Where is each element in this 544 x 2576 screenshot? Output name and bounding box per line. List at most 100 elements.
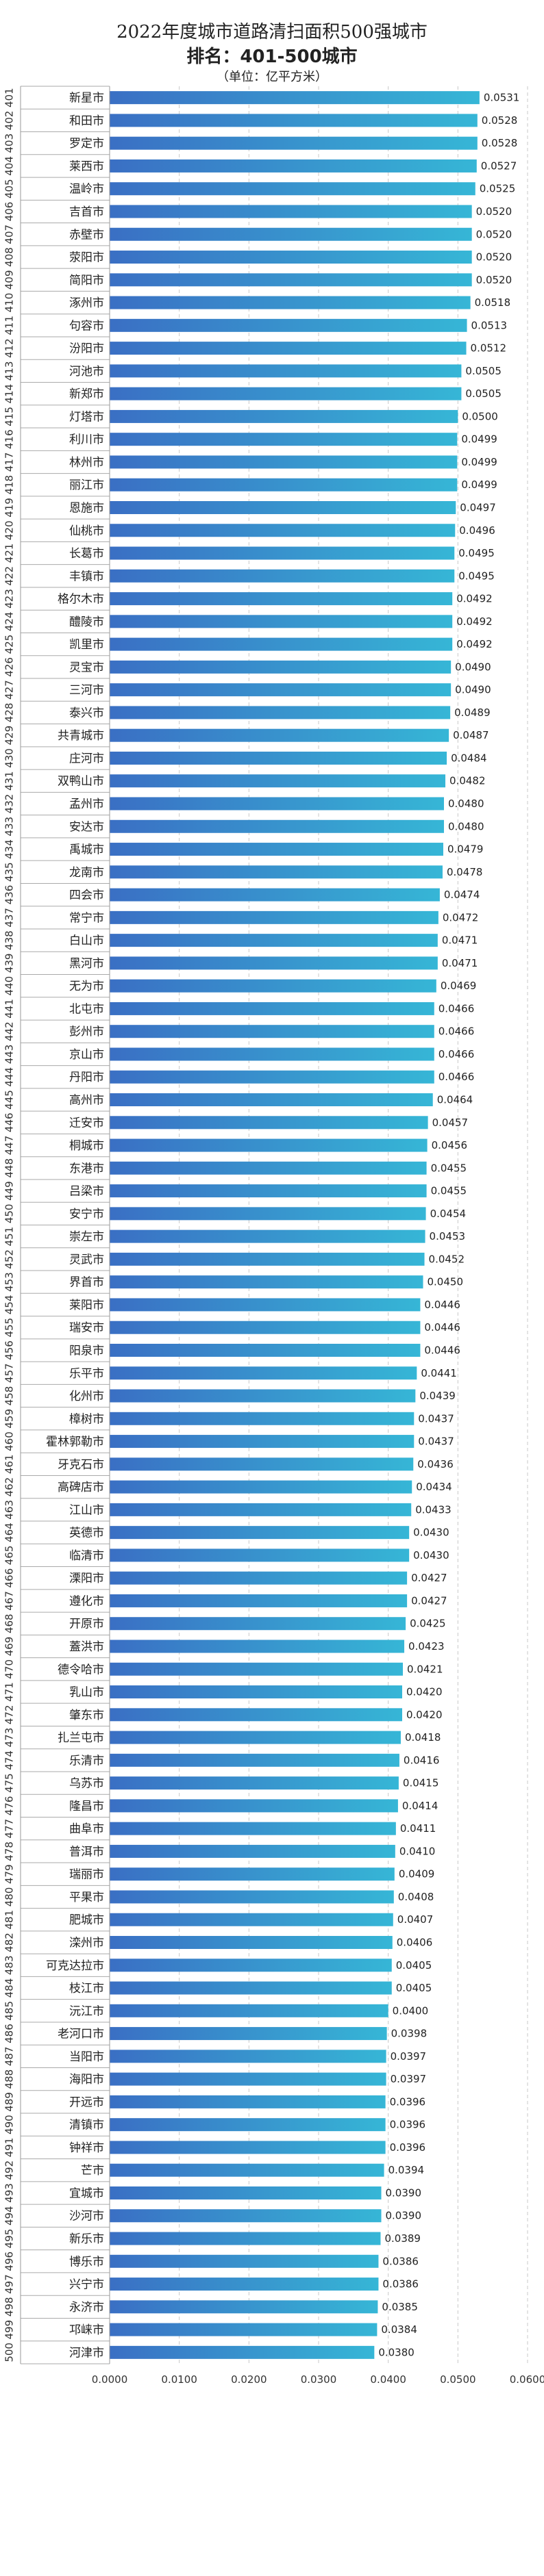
bar xyxy=(110,1116,428,1130)
bar xyxy=(110,273,472,287)
bar xyxy=(110,455,458,469)
data-label: 0.0427 xyxy=(411,1572,447,1584)
data-label: 0.0499 xyxy=(461,433,497,446)
rank-label: 442 xyxy=(3,1021,16,1041)
bar xyxy=(110,159,477,173)
bar xyxy=(110,2072,386,2086)
data-label: 0.0469 xyxy=(441,980,477,992)
category-label: 牙克石市 xyxy=(58,1458,104,1472)
bar xyxy=(110,546,455,560)
bar xyxy=(110,136,478,150)
bar xyxy=(110,1275,423,1289)
rank-label: 430 xyxy=(3,748,16,768)
data-label: 0.0398 xyxy=(391,2028,428,2040)
category-label: 阳泉市 xyxy=(69,1344,104,1357)
category-label: 河津市 xyxy=(69,2346,104,2360)
category-label: 当阳市 xyxy=(69,2050,104,2064)
bar xyxy=(110,592,453,606)
rank-label: 429 xyxy=(3,726,16,745)
bar xyxy=(110,1799,398,1813)
bar xyxy=(110,956,438,970)
category-label: 无为市 xyxy=(69,980,104,993)
category-label: 新郑市 xyxy=(69,387,104,401)
bar xyxy=(110,2345,375,2359)
bar xyxy=(110,2186,382,2199)
data-label: 0.0472 xyxy=(443,911,479,923)
category-label: 灵武市 xyxy=(69,1253,104,1266)
category-label: 禹城市 xyxy=(69,843,104,857)
data-label: 0.0500 xyxy=(462,410,498,422)
rank-label: 408 xyxy=(3,247,16,267)
bar xyxy=(110,1389,416,1403)
data-label: 0.0416 xyxy=(404,1754,440,1766)
bar xyxy=(110,1594,408,1607)
bar xyxy=(110,728,449,742)
data-label: 0.0525 xyxy=(480,183,516,195)
bar xyxy=(110,1070,434,1084)
rank-label: 447 xyxy=(3,1136,16,1156)
category-label: 河池市 xyxy=(69,365,104,379)
rank-label: 448 xyxy=(3,1158,16,1178)
category-label: 海阳市 xyxy=(69,2073,104,2087)
rank-label: 417 xyxy=(3,452,16,472)
rank-label: 473 xyxy=(3,1728,16,1748)
category-label: 庄河市 xyxy=(69,752,104,765)
data-label: 0.0487 xyxy=(453,729,489,741)
data-label: 0.0496 xyxy=(459,524,495,537)
data-label: 0.0466 xyxy=(438,1048,475,1060)
bar xyxy=(110,1435,415,1449)
bar xyxy=(110,2050,386,2063)
data-label: 0.0453 xyxy=(430,1230,466,1242)
category-label: 乳山市 xyxy=(69,1686,104,1700)
bar xyxy=(110,1844,395,1858)
data-label: 0.0490 xyxy=(455,661,491,673)
data-label: 0.0446 xyxy=(424,1321,460,1334)
rank-label: 481 xyxy=(3,1910,16,1930)
category-label: 灯塔市 xyxy=(69,410,104,424)
bar xyxy=(110,1890,394,1904)
data-label: 0.0406 xyxy=(397,1937,433,1949)
data-label: 0.0411 xyxy=(400,1822,436,1835)
category-label: 芒市 xyxy=(81,2164,104,2178)
x-tick-label: 0.0100 xyxy=(161,2373,197,2386)
bar xyxy=(110,1571,408,1585)
data-label: 0.0396 xyxy=(390,2119,426,2131)
category-label: 开远市 xyxy=(69,2095,104,2109)
bar xyxy=(110,478,458,492)
bar xyxy=(110,2278,379,2291)
data-label: 0.0433 xyxy=(415,1503,452,1516)
data-label: 0.0415 xyxy=(403,1777,439,1789)
data-label: 0.0397 xyxy=(391,2073,427,2085)
bar xyxy=(110,1025,434,1038)
data-label: 0.0492 xyxy=(456,593,493,605)
x-tick-label: 0.0000 xyxy=(92,2373,128,2386)
rank-label: 455 xyxy=(3,1318,16,1338)
category-label: 滦州市 xyxy=(69,1937,104,1950)
bar xyxy=(110,1959,392,1972)
rank-label: 471 xyxy=(3,1682,16,1702)
rank-label: 486 xyxy=(3,2024,16,2043)
bar xyxy=(110,2254,379,2268)
bar xyxy=(110,706,451,719)
category-label: 新乐市 xyxy=(69,2232,104,2246)
data-label: 0.0414 xyxy=(402,1800,438,1812)
bar xyxy=(110,296,471,309)
category-label: 白山市 xyxy=(69,934,104,948)
rank-label: 499 xyxy=(3,2320,16,2340)
rank-label: 427 xyxy=(3,680,16,700)
rank-label: 466 xyxy=(3,1568,16,1588)
rank-label: 480 xyxy=(3,1887,16,1907)
bar xyxy=(110,2118,386,2132)
rank-label: 476 xyxy=(3,1796,16,1816)
category-label: 莱阳市 xyxy=(69,1299,104,1312)
bar xyxy=(110,1731,401,1744)
bar xyxy=(110,227,472,241)
data-label: 0.0421 xyxy=(407,1663,443,1675)
bar xyxy=(110,1822,396,1835)
category-label: 清镇市 xyxy=(69,2119,104,2132)
rank-label: 436 xyxy=(3,885,16,905)
x-tick-label: 0.0300 xyxy=(301,2373,337,2386)
data-label: 0.0436 xyxy=(417,1458,454,1470)
rank-label: 453 xyxy=(3,1272,16,1292)
rank-label: 407 xyxy=(3,225,16,244)
